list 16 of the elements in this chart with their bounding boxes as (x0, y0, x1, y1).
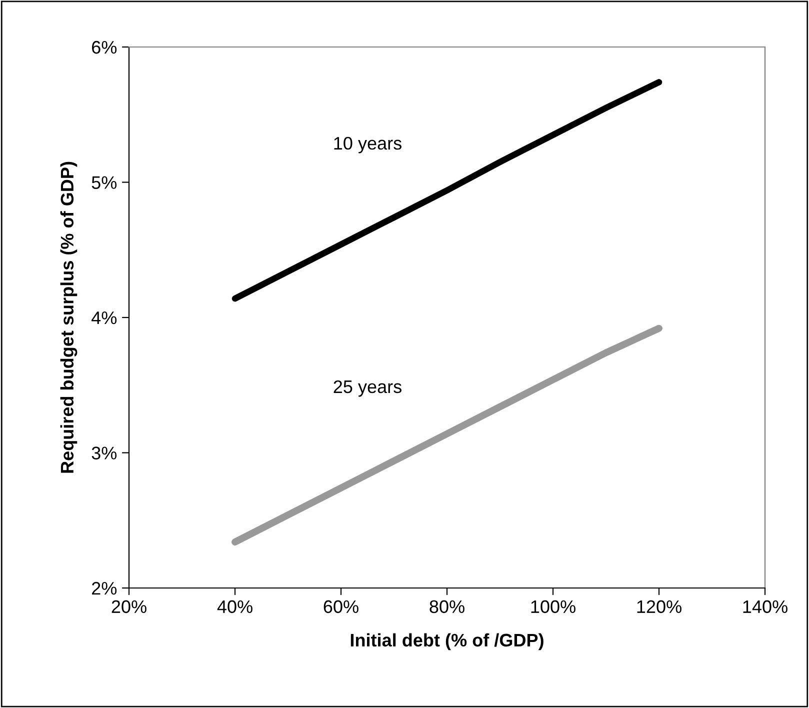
y-tick-label: 5% (92, 176, 117, 189)
x-tick-label: 120% (637, 600, 682, 614)
y-axis-title: Required budget surplus (% of GDP) (60, 162, 78, 473)
x-tick-label: 80% (430, 600, 464, 614)
y-tick-label: 3% (92, 446, 117, 460)
text: 25 years (334, 380, 402, 397)
y-tick-label: 4% (92, 312, 117, 324)
text: 10 years (334, 136, 402, 154)
x-tick-label: 140% (743, 600, 788, 614)
y-tick-label: 6% (92, 40, 117, 54)
x-tick-label: 40% (217, 600, 252, 614)
x-tick-label: 20% (112, 600, 146, 614)
x-tick-label: 60% (324, 600, 358, 614)
y-tick-label: 2% (92, 582, 117, 595)
x-axis-title: Initial debt (% of /GDP) (350, 633, 544, 650)
x-tick-label: 100% (531, 600, 576, 614)
